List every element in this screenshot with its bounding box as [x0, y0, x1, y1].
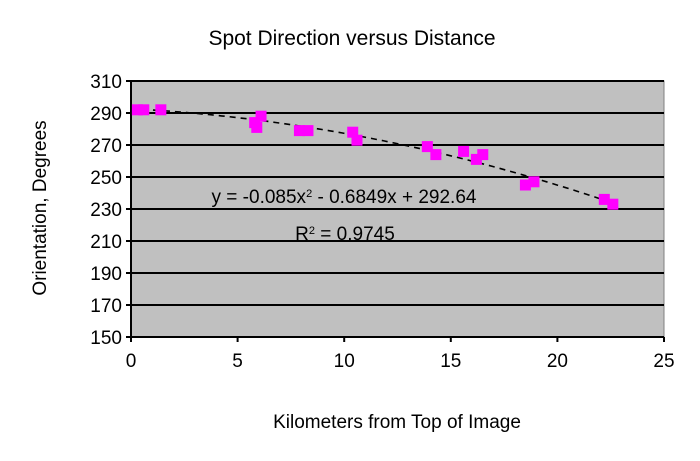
data-point — [251, 121, 263, 133]
data-points — [131, 104, 619, 210]
trendline-r2: R2 = 0.9745 — [295, 224, 395, 245]
trendline-equation: y = -0.085x2 - 0.6849x + 292.64 — [212, 187, 477, 208]
chart-title: Spot Direction versus Distance — [208, 27, 495, 50]
data-point — [255, 110, 267, 122]
y-axis-label: Orientation, Degrees — [30, 120, 51, 295]
y-tick-label: 290 — [90, 104, 122, 125]
x-tick-label: 20 — [547, 351, 568, 372]
data-point — [351, 134, 363, 146]
y-tick-label: 270 — [90, 136, 122, 157]
x-tick-label: 10 — [334, 351, 355, 372]
data-point — [519, 179, 531, 191]
y-tick-label: 190 — [90, 264, 122, 285]
data-point — [293, 125, 305, 137]
y-tick-label: 150 — [90, 328, 122, 349]
x-axis-label: Kilometers from Top of Image — [273, 412, 521, 433]
data-point — [155, 104, 167, 116]
plot-area — [130, 80, 665, 338]
data-point — [347, 126, 359, 138]
data-point — [528, 176, 540, 188]
data-point — [302, 125, 314, 137]
y-tick-label: 230 — [90, 200, 122, 221]
x-tick-label: 25 — [653, 351, 674, 372]
y-tick-label: 310 — [90, 72, 122, 93]
y-tick-label: 210 — [90, 232, 122, 253]
x-tick-label: 5 — [232, 351, 243, 372]
y-tick-label: 170 — [90, 296, 122, 317]
data-point — [470, 153, 482, 165]
axes: 150 170 190 210 230 250 270 290 310 0 5 10 15 20 25 — [90, 72, 674, 372]
data-point — [138, 104, 150, 116]
data-point — [131, 104, 143, 116]
x-tick-label: 15 — [440, 351, 461, 372]
x-tick-label: 0 — [126, 351, 137, 372]
data-point — [421, 141, 433, 153]
data-point — [477, 149, 489, 161]
data-point — [458, 145, 470, 157]
data-point — [598, 193, 610, 205]
y-tick-label: 250 — [90, 168, 122, 189]
data-point — [607, 198, 619, 210]
data-point — [430, 149, 442, 161]
